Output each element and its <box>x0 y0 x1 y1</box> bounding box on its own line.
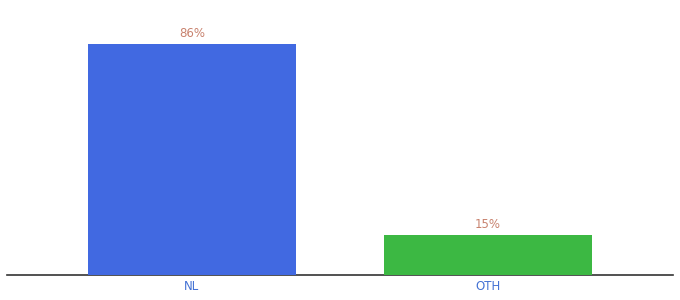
Bar <box>384 235 592 275</box>
Bar <box>88 44 296 275</box>
Text: 86%: 86% <box>179 28 205 40</box>
Text: 15%: 15% <box>475 218 501 231</box>
